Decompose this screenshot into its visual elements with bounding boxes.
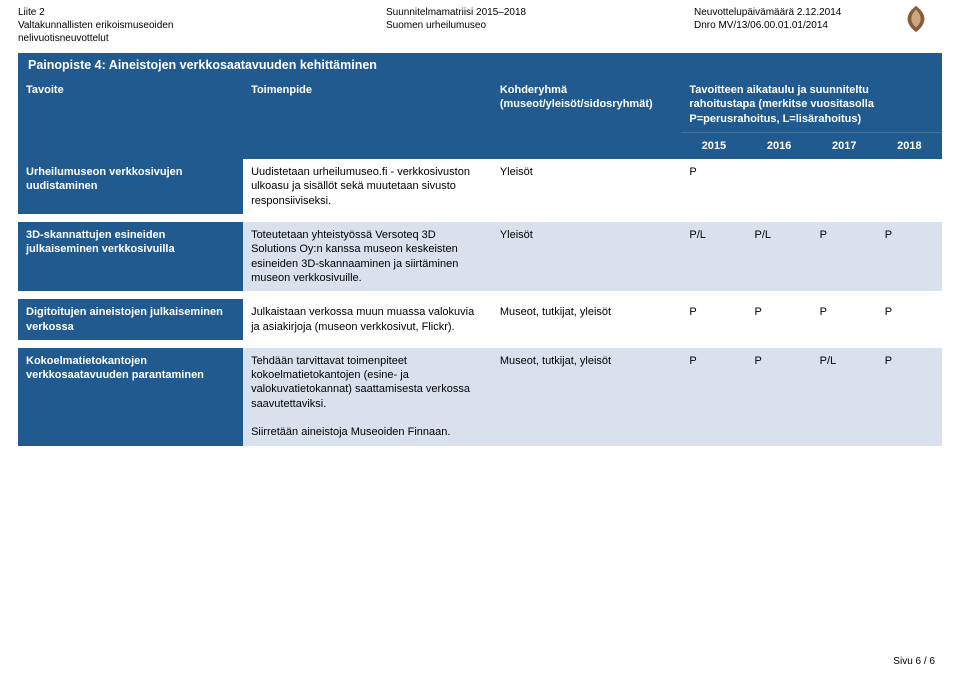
cell-tavoite: Digitoitujen aineistojen julkaiseminen v… — [18, 295, 243, 344]
header-center-line1: Suunnitelmamatriisi 2015–2018 — [386, 6, 634, 19]
page-footer: Sivu 6 / 6 — [893, 656, 935, 667]
cell-y2015: P/L — [681, 218, 746, 295]
cell-y2017 — [812, 159, 877, 218]
cell-y2017: P — [812, 295, 877, 344]
cell-y2016: P — [747, 295, 812, 344]
table-row: Digitoitujen aineistojen julkaiseminen v… — [18, 295, 942, 344]
cell-kohderyhma: Museot, tutkijat, yleisöt — [492, 295, 682, 344]
cell-y2018: P — [877, 344, 942, 450]
header-right: Neuvottelupäivämäärä 2.12.2014 Dnro MV/1… — [634, 6, 942, 45]
col-aikataulu: Tavoitteen aikataulu ja suunniteltu raho… — [681, 77, 942, 132]
col-year-2018: 2018 — [877, 132, 942, 159]
header-left: Liite 2 Valtakunnallisten erikoismuseoid… — [18, 6, 266, 45]
cell-y2018: P — [877, 295, 942, 344]
cell-toimenpide: Julkaistaan verkossa muun muassa valokuv… — [243, 295, 492, 344]
plan-table: Tavoite Toimenpide Kohderyhmä (museot/yl… — [18, 77, 942, 454]
table-header-row: Tavoite Toimenpide Kohderyhmä (museot/yl… — [18, 77, 942, 132]
cell-toimenpide: Tehdään tarvittavat toimenpiteet kokoelm… — [243, 344, 492, 450]
cell-kohderyhma: Yleisöt — [492, 218, 682, 295]
header-center-line2: Suomen urheilumuseo — [386, 19, 634, 32]
cell-tavoite: Urheilumuseon verkkosivujen uudistaminen — [18, 159, 243, 218]
cell-y2015: P — [681, 344, 746, 450]
col-tavoite: Tavoite — [18, 77, 243, 159]
col-year-2016: 2016 — [747, 132, 812, 159]
page-header: Liite 2 Valtakunnallisten erikoismuseoid… — [0, 0, 960, 49]
cell-toimenpide: Toteutetaan yhteistyössä Versoteq 3D Sol… — [243, 218, 492, 295]
cell-tavoite: 3D-skannattujen esineiden julkaiseminen … — [18, 218, 243, 295]
cell-y2017: P — [812, 218, 877, 295]
cell-toimenpide: Uudistetaan urheilumuseo.fi - verkkosivu… — [243, 159, 492, 218]
logo-icon — [902, 4, 930, 34]
col-kohderyhma: Kohderyhmä (museot/yleisöt/sidosryhmät) — [492, 77, 682, 159]
table-row: Kokoelmatietokantojen verkkosaatavuuden … — [18, 344, 942, 450]
section-title: Painopiste 4: Aineistojen verkkosaatavuu… — [18, 53, 942, 77]
cell-y2016: P — [747, 344, 812, 450]
cell-y2018: P — [877, 218, 942, 295]
table-row: Urheilumuseon verkkosivujen uudistaminen… — [18, 159, 942, 218]
table-body: Urheilumuseon verkkosivujen uudistaminen… — [18, 159, 942, 449]
cell-y2015: P — [681, 295, 746, 344]
header-center: Suunnitelmamatriisi 2015–2018 Suomen urh… — [266, 6, 634, 45]
cell-y2016: P/L — [747, 218, 812, 295]
header-left-line2: Valtakunnallisten erikoismuseoiden neliv… — [18, 19, 266, 45]
cell-tavoite: Kokoelmatietokantojen verkkosaatavuuden … — [18, 344, 243, 450]
col-year-2017: 2017 — [812, 132, 877, 159]
col-toimenpide: Toimenpide — [243, 77, 492, 159]
cell-y2017: P/L — [812, 344, 877, 450]
cell-y2015: P — [681, 159, 746, 218]
cell-y2018 — [877, 159, 942, 218]
cell-kohderyhma: Yleisöt — [492, 159, 682, 218]
col-year-2015: 2015 — [681, 132, 746, 159]
table-row: 3D-skannattujen esineiden julkaiseminen … — [18, 218, 942, 295]
cell-kohderyhma: Museot, tutkijat, yleisöt — [492, 344, 682, 450]
cell-y2016 — [747, 159, 812, 218]
header-left-line1: Liite 2 — [18, 6, 266, 19]
